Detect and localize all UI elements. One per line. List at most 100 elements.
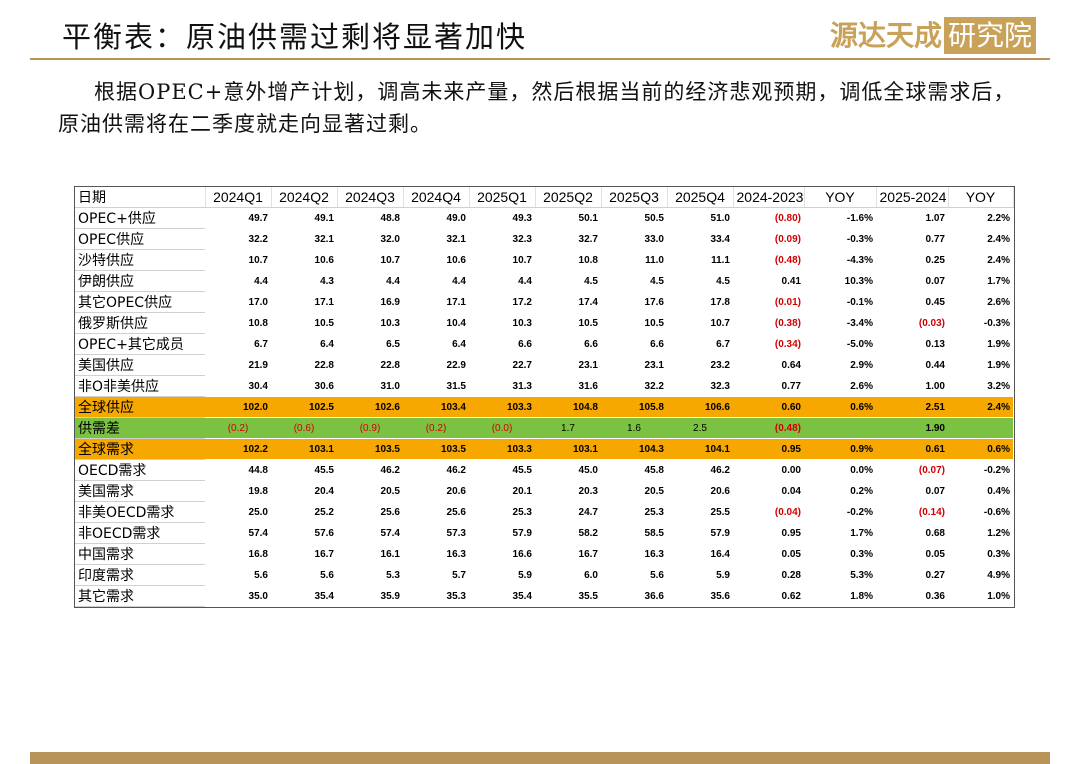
cell: 32.1 xyxy=(403,228,469,250)
cell: -0.6% xyxy=(948,501,1013,523)
cell: 20.5 xyxy=(337,480,403,502)
cell: 31.0 xyxy=(337,375,403,397)
cell: (0.04) xyxy=(733,501,804,523)
cell: 0.27 xyxy=(876,564,948,586)
cell: 10.4 xyxy=(403,312,469,334)
cell: 11.0 xyxy=(601,249,667,271)
cell: 36.6 xyxy=(601,585,667,607)
table-row: 全球供应 102.0 102.5 102.6 103.4 103.3 104.8 105.8 1… xyxy=(75,396,1013,418)
cell: 6.6 xyxy=(601,333,667,355)
cell: 25.6 xyxy=(403,501,469,523)
cell: 10.5 xyxy=(601,312,667,334)
cell: 17.4 xyxy=(535,291,601,313)
cell: 0.61 xyxy=(876,438,948,460)
header-cell: YOY xyxy=(804,187,877,208)
row-label: 全球需求 xyxy=(75,438,205,460)
cell: 4.5 xyxy=(535,270,601,292)
cell: 0.95 xyxy=(733,438,804,460)
cell: 0.28 xyxy=(733,564,804,586)
cell: 0.04 xyxy=(733,480,804,502)
cell: 35.5 xyxy=(535,585,601,607)
cell: 4.4 xyxy=(469,270,535,292)
table-row: OPEC供应 32.2 32.1 32.0 32.1 32.3 32.7 33.0 33.4 (0… xyxy=(75,228,1013,250)
table-row: 供需差 (0.2) (0.6) (0.9) (0.2) (0.0) 1.7 1.6 2.5 (0.… xyxy=(75,417,1013,439)
cell: 16.3 xyxy=(601,543,667,565)
cell: 11.1 xyxy=(667,249,733,271)
cell: 16.1 xyxy=(337,543,403,565)
header-cell: 2024Q1 xyxy=(205,187,272,208)
cell: 32.1 xyxy=(271,228,337,250)
header-cell: 2025Q3 xyxy=(601,187,668,208)
cell: 17.8 xyxy=(667,291,733,313)
cell: 0.45 xyxy=(876,291,948,313)
cell: 10.7 xyxy=(337,249,403,271)
cell: 17.0 xyxy=(205,291,271,313)
header-cell: 日期 xyxy=(75,187,206,208)
cell: 49.0 xyxy=(403,207,469,229)
logo-text: 源达天成 xyxy=(830,19,943,52)
cell: 16.4 xyxy=(667,543,733,565)
cell: 1.6 xyxy=(601,417,667,439)
cell: 46.2 xyxy=(667,459,733,481)
cell: 46.2 xyxy=(403,459,469,481)
cell: 57.6 xyxy=(271,522,337,544)
cell: 104.8 xyxy=(535,396,601,418)
cell: 6.7 xyxy=(205,333,271,355)
cell: 25.0 xyxy=(205,501,271,523)
cell: 104.3 xyxy=(601,438,667,460)
cell: 103.5 xyxy=(403,438,469,460)
row-label: 其它OPEC供应 xyxy=(75,291,205,313)
table-row: 全球需求 102.2 103.1 103.5 103.5 103.3 103.1 104.3 1… xyxy=(75,438,1013,460)
cell: -0.3% xyxy=(804,228,876,250)
cell: 58.5 xyxy=(601,522,667,544)
cell: 2.5 xyxy=(667,417,733,439)
cell: 50.1 xyxy=(535,207,601,229)
row-label: 美国需求 xyxy=(75,480,205,502)
cell: 25.5 xyxy=(667,501,733,523)
cell: 3.2% xyxy=(948,375,1013,397)
cell: 5.3% xyxy=(804,564,876,586)
cell: 31.6 xyxy=(535,375,601,397)
cell: 0.25 xyxy=(876,249,948,271)
cell: 5.9 xyxy=(469,564,535,586)
cell: 32.2 xyxy=(601,375,667,397)
cell: 22.8 xyxy=(337,354,403,376)
cell: 0.62 xyxy=(733,585,804,607)
cell: 44.8 xyxy=(205,459,271,481)
cell: 1.90 xyxy=(876,417,948,439)
cell: 0.05 xyxy=(733,543,804,565)
row-label: 供需差 xyxy=(75,417,205,439)
cell: (0.2) xyxy=(205,417,271,439)
row-label: 印度需求 xyxy=(75,564,205,586)
cell: -0.2% xyxy=(804,501,876,523)
header-row: 日期 2024Q1 2024Q2 2024Q3 2024Q4 2025Q1 2025Q2 20… xyxy=(75,187,1014,208)
cell: 10.8 xyxy=(205,312,271,334)
table-row: 非美OECD需求 25.0 25.2 25.6 25.6 25.3 24.7 25.3 25.5… xyxy=(75,501,1013,523)
cell: 35.0 xyxy=(205,585,271,607)
cell: (0.07) xyxy=(876,459,948,481)
cell: 33.0 xyxy=(601,228,667,250)
cell: 104.1 xyxy=(667,438,733,460)
cell: 35.9 xyxy=(337,585,403,607)
cell: (0.2) xyxy=(403,417,469,439)
cell: 31.3 xyxy=(469,375,535,397)
cell: 2.4% xyxy=(948,228,1013,250)
cell: 1.7% xyxy=(804,522,876,544)
cell: 30.6 xyxy=(271,375,337,397)
cell: 6.7 xyxy=(667,333,733,355)
cell xyxy=(804,417,876,439)
cell: -1.6% xyxy=(804,207,876,229)
cell: 103.5 xyxy=(337,438,403,460)
cell: 57.3 xyxy=(403,522,469,544)
table-row: OECD需求 44.8 45.5 46.2 46.2 45.5 45.0 45.8 46.2 0.… xyxy=(75,459,1013,481)
cell: 0.95 xyxy=(733,522,804,544)
cell: 0.07 xyxy=(876,480,948,502)
cell: 103.1 xyxy=(535,438,601,460)
title: 平衡表：原油供需过剩将显著加快 xyxy=(62,20,528,54)
cell: 57.4 xyxy=(205,522,271,544)
table-row: 印度需求 5.6 5.6 5.3 5.7 5.9 6.0 5.6 5.9 0.28 5.3% 0.27… xyxy=(75,564,1013,586)
cell: 10.7 xyxy=(205,249,271,271)
cell: 0.60 xyxy=(733,396,804,418)
cell: 106.6 xyxy=(667,396,733,418)
cell: 1.9% xyxy=(948,333,1013,355)
